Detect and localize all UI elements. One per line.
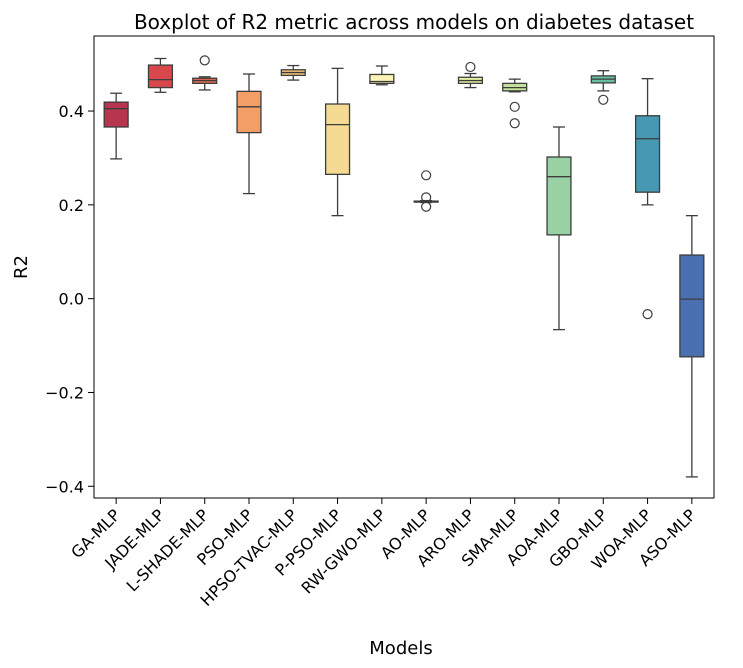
y-tick-label: 0.0: [59, 290, 84, 309]
box-jade-mlp: [147, 57, 174, 93]
outlier-point: [509, 118, 520, 129]
y-tick-label: −0.2: [45, 383, 84, 402]
box-gbo-mlp: [590, 70, 616, 105]
x-axis-label: Models: [369, 638, 432, 659]
box-ao-mlp: [413, 170, 439, 212]
outlier-point: [642, 309, 653, 320]
box-sma-mlp: [502, 78, 528, 129]
plot-frame: [93, 35, 715, 499]
y-tick-label: 0.2: [59, 196, 84, 215]
box-iqr: [546, 156, 572, 236]
y-tick-label: 0.4: [59, 102, 84, 121]
box-pso-mlp: [236, 73, 262, 195]
box-hpso-tvac-mlp: [280, 64, 306, 81]
box-iqr: [147, 64, 174, 89]
box-aro-mlp: [457, 61, 484, 89]
box-l-shade-mlp: [192, 55, 218, 91]
box-aso-mlp: [679, 214, 705, 478]
y-tick-label: −0.4: [45, 477, 84, 496]
outlier-point: [421, 201, 432, 212]
plot-area: [103, 55, 705, 478]
outlier-point: [465, 61, 476, 73]
box-ga-mlp: [103, 92, 129, 160]
box-iqr: [236, 90, 262, 134]
box-iqr: [324, 103, 351, 176]
box-iqr: [103, 101, 129, 128]
box-p-pso-mlp: [324, 67, 351, 217]
y-axis: 0.4 0.2 0.0 −0.2 −0.4: [45, 102, 94, 496]
box-iqr: [679, 254, 705, 358]
outlier-point: [199, 55, 210, 66]
box-woa-mlp: [634, 78, 661, 320]
y-axis-label: R2: [11, 255, 32, 279]
x-axis: GA-MLPJADE-MLPL-SHADE-MLPPSO-MLPHPSO-TVA…: [67, 498, 700, 610]
box-iqr: [634, 115, 661, 193]
box-rw-gwo-mlp: [369, 65, 395, 86]
outlier-point: [509, 101, 520, 112]
outlier-point: [598, 94, 609, 105]
box-iqr: [369, 73, 395, 85]
chart-title: Boxplot of R2 metric across models on di…: [134, 10, 694, 34]
outlier-point: [421, 170, 432, 181]
box-aoa-mlp: [546, 126, 572, 331]
